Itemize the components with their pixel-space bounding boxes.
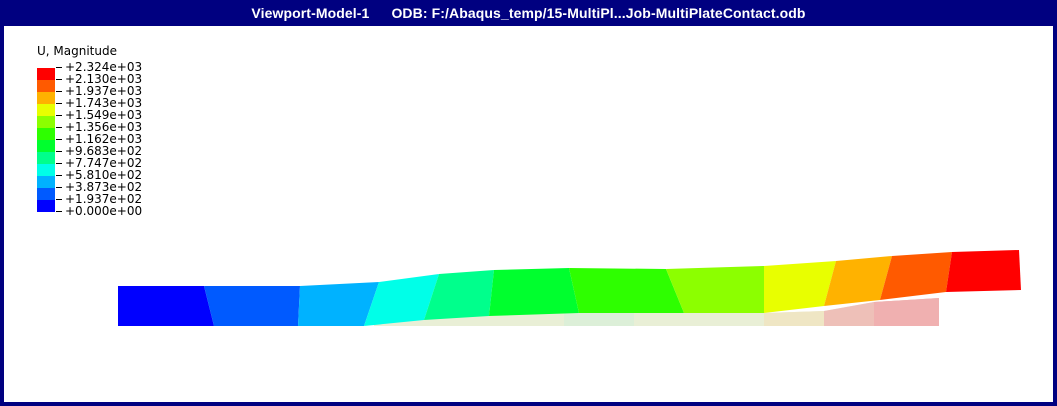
legend-label: +2.130e+03 [55, 73, 142, 85]
deformed-model [118, 250, 1021, 326]
legend-label: +3.873e+02 [55, 181, 142, 193]
legend-label: +1.937e+03 [55, 85, 142, 97]
legend-label: +7.747e+02 [55, 157, 142, 169]
legend-label: +1.162e+03 [55, 133, 142, 145]
legend-swatch [37, 188, 55, 200]
viewport-titlebar: Viewport-Model-1 ODB: F:/Abaqus_temp/15-… [0, 0, 1057, 26]
legend-labels: +2.324e+03 +2.130e+03 +1.937e+03 +1.743e+03… [55, 61, 142, 217]
legend-swatch [37, 200, 55, 212]
legend-label: +1.549e+03 [55, 109, 142, 121]
deformed-plate [118, 250, 1021, 326]
legend-label: +0.000e+00 [55, 205, 142, 217]
legend-swatch [37, 152, 55, 164]
legend-label: +1.937e+02 [55, 193, 142, 205]
legend-color-bar [37, 68, 55, 212]
legend-swatch [37, 176, 55, 188]
legend-label: +1.743e+03 [55, 97, 142, 109]
viewport-canvas[interactable]: U, Magnitude +2.324e+03 +2.130e+03 +1.937e… [4, 26, 1053, 402]
legend-swatch [37, 116, 55, 128]
viewport-name: Viewport-Model-1 [251, 5, 370, 21]
undeformed-plate [374, 298, 939, 326]
legend-swatch [37, 80, 55, 92]
legend-label: +2.324e+03 [55, 61, 142, 73]
legend-swatch [37, 140, 55, 152]
legend-label: +9.683e+02 [55, 145, 142, 157]
legend-swatch [37, 92, 55, 104]
legend-swatch [37, 164, 55, 176]
legend-swatch [37, 128, 55, 140]
legend-swatch [37, 104, 55, 116]
legend-label: +1.356e+03 [55, 121, 142, 133]
odb-path: ODB: F:/Abaqus_temp/15-MultiPl...Job-Mul… [391, 5, 806, 21]
legend-label: +5.810e+02 [55, 169, 142, 181]
legend-swatch [37, 68, 55, 80]
legend-title: U, Magnitude [37, 44, 117, 58]
